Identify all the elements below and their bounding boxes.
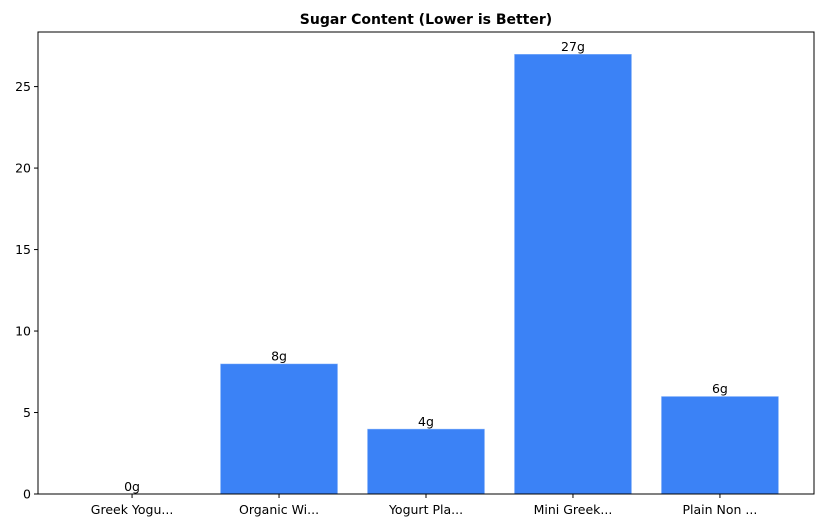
data-label: 0g (124, 479, 140, 494)
x-tick-label: Mini Greek... (534, 502, 613, 517)
plot-frame (37, 31, 815, 495)
bar (660, 395, 780, 495)
y-tick-label: 5 (23, 405, 31, 420)
data-label: 6g (712, 381, 728, 396)
x-tick-label: Organic Wi... (239, 502, 319, 517)
bar (513, 53, 633, 495)
bar (366, 428, 486, 495)
bar (219, 363, 339, 495)
x-tick-label: Yogurt Pla... (388, 502, 463, 517)
data-label: 4g (418, 414, 434, 429)
y-tick-label: 25 (15, 79, 31, 94)
y-tick-label: 15 (15, 242, 31, 257)
y-tick-label: 20 (15, 161, 31, 176)
data-label: 8g (271, 349, 287, 364)
x-tick-label: Plain Non ... (683, 502, 758, 517)
chart-title: Sugar Content (Lower is Better) (300, 12, 552, 28)
y-tick-label: 0 (23, 487, 31, 502)
y-tick-label: 10 (15, 324, 31, 339)
data-label: 27g (561, 39, 585, 54)
x-tick-label: Greek Yogu... (91, 502, 174, 517)
